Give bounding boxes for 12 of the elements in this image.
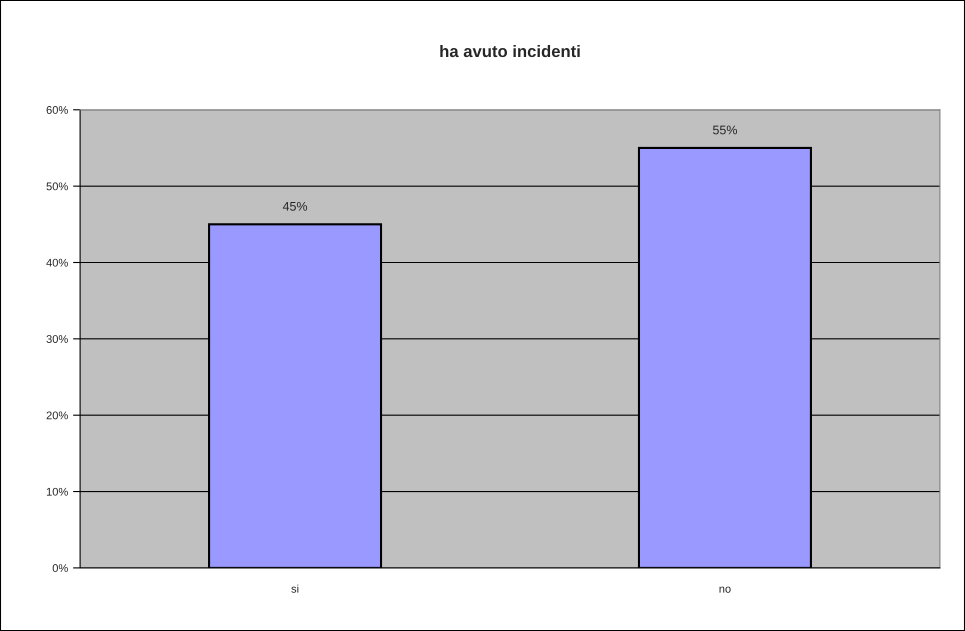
y-tick-label: 40% — [46, 258, 68, 267]
x-tick-label: si — [291, 584, 298, 593]
y-tick-label: 30% — [46, 335, 68, 343]
y-tick-label: 10% — [46, 488, 68, 496]
y-tick-label: 20% — [46, 411, 68, 420]
y-tick-label: 0% — [52, 564, 68, 572]
data-label: 45% — [282, 202, 308, 211]
chart-title: ha avuto incidenti — [440, 44, 580, 58]
data-label: 55% — [712, 126, 738, 134]
y-tick-label: 50% — [46, 182, 68, 190]
y-tick-label: 60% — [46, 106, 68, 114]
x-tick-label: no — [720, 586, 731, 593]
